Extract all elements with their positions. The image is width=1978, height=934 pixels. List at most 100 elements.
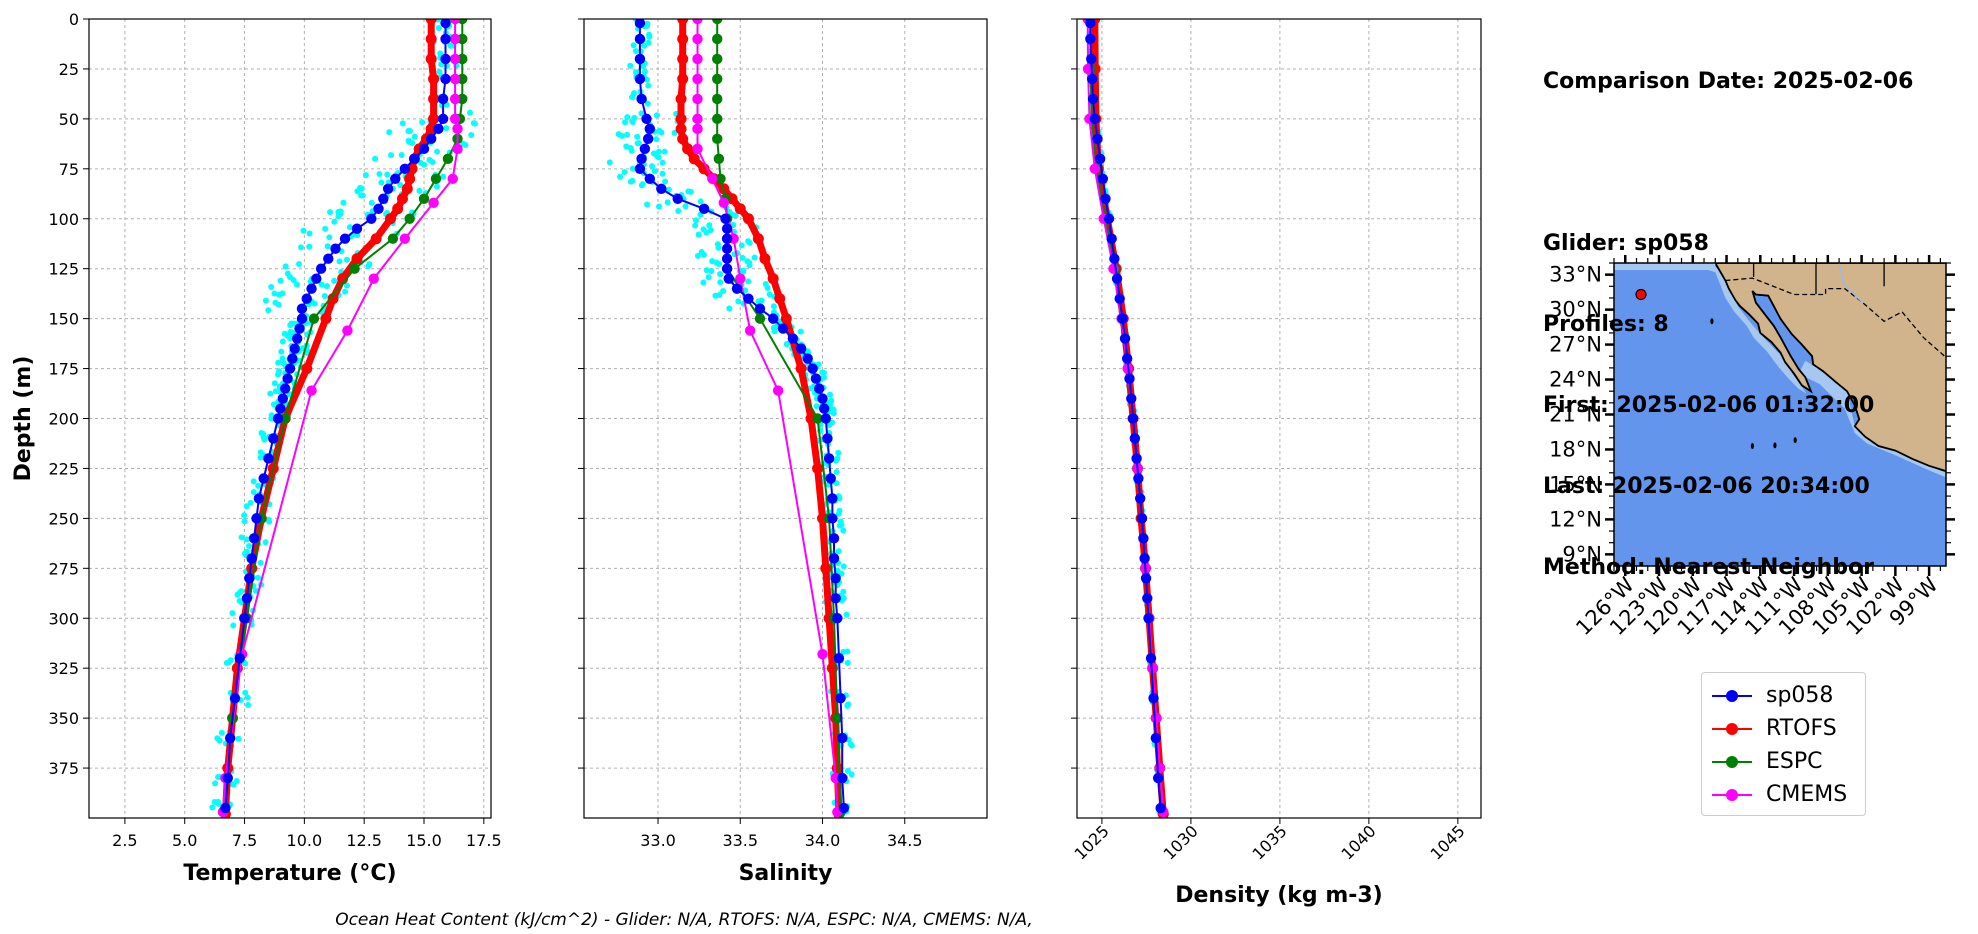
raw-data-point	[770, 303, 777, 310]
raw-data-point	[262, 297, 269, 304]
data-point-rtofs	[404, 173, 416, 185]
y-axis-label: Depth (m)	[11, 356, 36, 482]
y-tick-label: 75	[59, 160, 79, 179]
raw-data-point	[306, 243, 313, 250]
raw-data-point	[697, 198, 704, 205]
raw-data-point	[653, 136, 660, 143]
data-point-sp058	[754, 303, 766, 314]
data-point-sp058	[282, 373, 293, 384]
data-point-sp058	[433, 123, 444, 135]
data-point-sp058	[440, 19, 451, 29]
x-tick-label: 1025	[1071, 821, 1113, 863]
last-time: Last: 2025-02-06 20:34:00	[1543, 474, 1870, 499]
data-point-rtofs	[677, 33, 689, 45]
raw-data-point	[840, 527, 847, 534]
legend-label: sp058	[1766, 683, 1834, 708]
raw-data-point	[214, 735, 221, 742]
map-body	[1614, 263, 1946, 566]
raw-data-point	[783, 341, 790, 348]
data-point-espc	[712, 93, 723, 105]
raw-data-point	[840, 588, 847, 595]
raw-data-point	[665, 186, 672, 193]
data-point-espc	[457, 93, 468, 105]
raw-data-point	[255, 574, 262, 581]
raw-data-point	[467, 109, 474, 116]
raw-data-point	[827, 398, 834, 405]
raw-data-point	[268, 412, 275, 419]
data-point-sp058	[636, 93, 647, 105]
raw-data-point	[241, 518, 248, 525]
land-mainland-top	[1714, 263, 1946, 473]
data-point-sp058	[1086, 73, 1098, 85]
raw-data-point	[692, 222, 699, 229]
data-point-espc	[712, 33, 723, 45]
raw-data-point	[708, 268, 715, 275]
raw-data-point	[365, 263, 372, 270]
data-point-sp058	[330, 243, 341, 254]
raw-data-point	[434, 148, 441, 155]
data-point-sp058	[823, 453, 835, 464]
data-point-rtofs	[428, 113, 440, 125]
data-point-espc	[442, 153, 454, 165]
data-point-sp058	[825, 473, 836, 484]
legend-swatch	[1712, 788, 1752, 802]
lat-label: 15°N	[1549, 472, 1602, 496]
raw-data-point	[735, 298, 742, 305]
data-point-cmems	[707, 173, 718, 184]
data-point-espc	[430, 173, 442, 184]
raw-data-point	[267, 390, 274, 397]
data-point-espc	[712, 73, 723, 85]
data-point-rtofs	[677, 53, 689, 65]
continental-shelf	[1686, 263, 1807, 394]
y-tick-label: 100	[48, 210, 79, 229]
raw-data-point	[272, 388, 279, 395]
data-point-sp058	[234, 653, 245, 664]
raw-data-point	[644, 201, 651, 208]
raw-data-point	[296, 261, 303, 268]
raw-data-point	[433, 183, 440, 190]
data-point-cmems	[1147, 662, 1158, 674]
data-point-sp058	[382, 183, 394, 194]
raw-data-point	[662, 178, 669, 185]
raw-data-point	[340, 199, 347, 206]
raw-data-point	[703, 267, 710, 274]
raw-data-point	[218, 729, 225, 736]
data-point-sp058	[731, 283, 743, 294]
raw-data-point	[229, 610, 236, 617]
raw-data-point	[227, 657, 234, 664]
data-point-sp058	[830, 573, 841, 584]
data-point-sp058	[409, 153, 420, 165]
raw-data-point	[840, 563, 847, 570]
y-tick-label: 375	[48, 759, 79, 778]
data-point-rtofs	[682, 143, 694, 155]
lat-label: 33°N	[1549, 263, 1602, 287]
data-point-rtofs	[425, 19, 437, 25]
data-point-cmems	[449, 113, 461, 125]
data-point-sp058	[287, 353, 298, 364]
data-point-sp058	[289, 343, 300, 354]
data-point-cmems	[1154, 762, 1165, 774]
data-point-rtofs	[428, 93, 440, 105]
raw-data-point	[772, 324, 779, 331]
raw-data-point	[281, 330, 288, 337]
data-point-sp058	[284, 363, 296, 374]
y-tick-label: 50	[59, 110, 79, 129]
raw-data-point	[629, 165, 636, 172]
data-point-espc	[308, 313, 320, 324]
data-point-rtofs	[327, 293, 339, 305]
raw-data-point	[726, 305, 733, 312]
data-point-sp058	[399, 163, 411, 175]
data-point-espc	[754, 313, 766, 324]
data-point-sp058	[294, 323, 305, 334]
data-point-espc	[713, 153, 725, 165]
legend-label: ESPC	[1766, 749, 1823, 774]
raw-data-point	[622, 119, 629, 126]
data-point-rtofs	[351, 253, 363, 265]
data-point-sp058	[1085, 19, 1096, 29]
raw-data-point	[844, 767, 851, 774]
data-point-cmems	[692, 93, 703, 105]
raw-data-point	[397, 181, 404, 188]
data-point-sp058	[818, 403, 830, 414]
y-tick-label: 150	[48, 310, 79, 329]
raw-data-point	[241, 512, 248, 519]
